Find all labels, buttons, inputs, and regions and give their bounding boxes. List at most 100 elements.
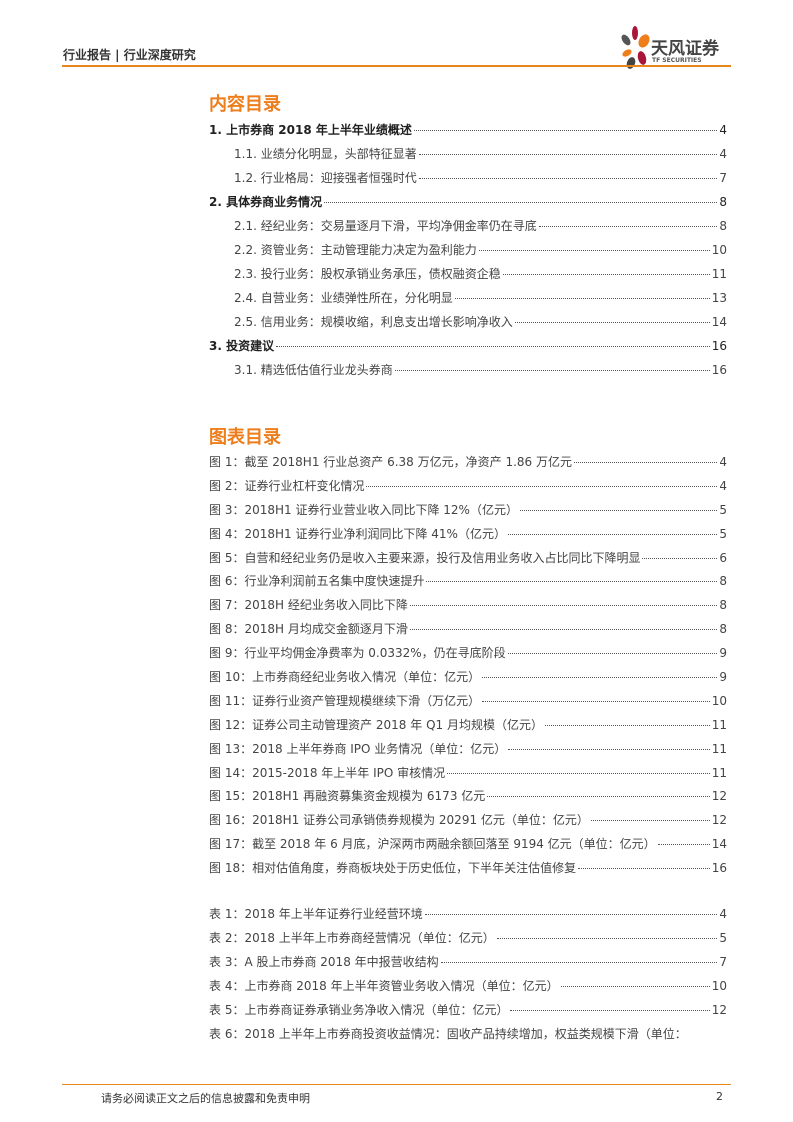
toc-entry[interactable]: 图 3：2018H1 证券行业营业收入同比下降 12%（亿元） 5 xyxy=(209,501,727,525)
dot-leader xyxy=(642,557,718,559)
dot-leader xyxy=(418,178,718,179)
toc-entry-page: 11 xyxy=(711,717,727,732)
toc-entry-page: 8 xyxy=(719,219,727,233)
dot-leader xyxy=(440,962,718,963)
toc-entry-page: 11 xyxy=(711,267,727,281)
toc-entry-page: 9 xyxy=(719,670,727,685)
toc-entry-page: 5 xyxy=(719,502,727,517)
toc-entry[interactable]: 图 8：2018H 月均成交金额逐月下滑 8 xyxy=(209,620,727,644)
toc-entry-title: 表 2：2018 上半年上市券商经营情况（单位：亿元） xyxy=(209,931,495,945)
toc-entry[interactable]: 2. 具体券商业务情况 8 xyxy=(209,193,727,217)
toc-entry[interactable]: 1.1. 业绩分化明显，头部特征显著 4 xyxy=(209,145,727,169)
toc-entry[interactable]: 1.2. 行业格局：迎接强者恒强时代 7 xyxy=(209,169,727,193)
logo-chinese-name: 天风证券 xyxy=(651,39,719,59)
toc-entry[interactable]: 表 4：上市券商 2018 年上半年资管业务收入情况（单位：亿元） 10 xyxy=(209,977,727,1001)
toc-entry-page: 8 xyxy=(719,195,727,209)
toc-entry-page: 4 xyxy=(719,455,727,469)
toc-entry[interactable]: 2.3. 投行业务：股权承销业务承压，债权融资企稳 11 xyxy=(209,265,727,289)
dot-leader xyxy=(276,346,710,347)
toc-entry-page: 6 xyxy=(719,550,727,565)
toc-entry-page: 4 xyxy=(719,907,727,921)
toc-entry[interactable]: 表 3：A 股上市券商 2018 年中报营收结构 7 xyxy=(209,953,727,977)
toc-entry-title: 图 12：证券公司主动管理资产 2018 年 Q1 月均规模（亿元） xyxy=(209,717,543,732)
toc-entry[interactable]: 表 1：2018 年上半年证券行业经营环境 4 xyxy=(209,905,727,929)
toc-entry[interactable]: 图 14：2015-2018 年上半年 IPO 审核情况 11 xyxy=(209,764,727,788)
toc-entry-title: 图 1：截至 2018H1 行业总资产 6.38 万亿元，净资产 1.86 万亿… xyxy=(209,455,572,469)
toc-entry-title: 图 17：截至 2018 年 6 月底，沪深两市两融余额回落至 9194 亿元（… xyxy=(209,837,656,852)
dot-leader xyxy=(478,250,710,251)
toc-entry-title: 表 5：上市券商证券承销业务净收入情况（单位：亿元） xyxy=(209,1003,509,1017)
dot-leader xyxy=(510,1010,710,1011)
toc-entry[interactable]: 图 15：2018H1 再融资募集资金规模为 6173 亿元 12 xyxy=(209,787,727,811)
toc-entry-title: 1.1. 业绩分化明显，头部特征显著 xyxy=(234,147,417,161)
toc-entry[interactable]: 图 7：2018H 经纪业务收入同比下降 8 xyxy=(209,596,727,620)
toc-entry-page: 16 xyxy=(711,339,727,353)
toc-entry[interactable]: 图 6：行业净利润前五名集中度快速提升 8 xyxy=(209,572,727,596)
toc-entry[interactable]: 表 6：2018 上半年上市券商投资收益情况：固收产品持续增加，权益类规模下滑（… xyxy=(209,1025,727,1049)
report-type-label: 行业报告 | 行业深度研究 xyxy=(63,48,196,62)
toc-entry[interactable]: 表 5：上市券商证券承销业务净收入情况（单位：亿元） 12 xyxy=(209,1001,727,1025)
toc-entry[interactable]: 图 13：2018 上半年券商 IPO 业务情况（单位：亿元） 11 xyxy=(209,740,727,764)
toc-entry[interactable]: 图 16：2018H1 证券公司承销债券规模为 20291 亿元（单位：亿元） 1… xyxy=(209,811,727,835)
dot-leader xyxy=(454,298,710,299)
toc-entry-title: 2.2. 资管业务：主动管理能力决定为盈利能力 xyxy=(234,243,477,257)
tf-securities-logo: 天风证券 TF SECURITIES xyxy=(618,26,733,70)
dot-leader xyxy=(657,844,710,846)
toc-entry-page: 12 xyxy=(711,789,727,804)
dot-leader xyxy=(578,868,710,870)
dot-leader xyxy=(514,322,710,323)
toc-entry-title: 1. 上市券商 2018 年上半年业绩概述 xyxy=(209,123,412,137)
dot-leader xyxy=(366,485,718,487)
toc-entry[interactable]: 图 17：截至 2018 年 6 月底，沪深两市两融余额回落至 9194 亿元（… xyxy=(209,835,727,859)
toc-entry-page: 4 xyxy=(719,147,727,161)
toc-entry[interactable]: 图 12：证券公司主动管理资产 2018 年 Q1 月均规模（亿元） 11 xyxy=(209,716,727,740)
dot-leader xyxy=(394,370,710,371)
dot-leader xyxy=(424,914,718,915)
toc-entry[interactable]: 图 2：证券行业杠杆变化情况 4 xyxy=(209,477,727,501)
disclaimer-text: 请务必阅读正文之后的信息披露和免责申明 xyxy=(101,1092,310,1105)
dot-leader xyxy=(560,986,710,987)
toc-entry-title: 表 3：A 股上市券商 2018 年中报营收结构 xyxy=(209,955,439,969)
dot-leader xyxy=(538,226,718,227)
toc-entry-title: 2. 具体券商业务情况 xyxy=(209,195,323,209)
dot-leader xyxy=(413,130,718,131)
toc-entry-title: 图 15：2018H1 再融资募集资金规模为 6173 亿元 xyxy=(209,789,486,804)
toc-entry-page: 16 xyxy=(711,363,727,377)
toc-entry[interactable]: 2.1. 经纪业务：交易量逐月下滑，平均净佣金率仍在寻底 8 xyxy=(209,217,727,241)
toc-entry-page: 8 xyxy=(719,598,727,613)
toc-entry-page: 10 xyxy=(711,243,727,257)
toc-entry[interactable]: 表 2：2018 上半年上市券商经营情况（单位：亿元） 5 xyxy=(209,929,727,953)
toc-entry[interactable]: 图 4：2018H1 证券行业净利润同比下降 41%（亿元） 5 xyxy=(209,525,727,549)
toc-entry-title: 表 1：2018 年上半年证券行业经营环境 xyxy=(209,907,423,921)
header-divider xyxy=(62,65,731,67)
toc-entry-title: 图 2：证券行业杠杆变化情况 xyxy=(209,478,365,493)
tables-list: 表 1：2018 年上半年证券行业经营环境 4 表 2：2018 上半年上市券商经营… xyxy=(209,905,727,1049)
dot-leader xyxy=(502,274,710,275)
toc-entry-page: 7 xyxy=(719,171,727,185)
toc-entry-title: 图 9：行业平均佣金净费率为 0.0332%，仍在寻底阶段 xyxy=(209,646,506,661)
toc-entry[interactable]: 图 11：证券行业资产管理规模继续下滑（万亿元） 10 xyxy=(209,692,727,716)
toc-entry[interactable]: 2.4. 自营业务：业绩弹性所在，分化明显 13 xyxy=(209,289,727,313)
toc-entry-page: 14 xyxy=(711,315,727,329)
toc-entry[interactable]: 图 5：自营和经纪业务仍是收入主要来源，投行及信用业务收入占比同比下降明显 6 xyxy=(209,549,727,573)
dot-leader xyxy=(590,820,710,822)
toc-entry[interactable]: 图 18：相对估值角度，券商板块处于历史低位，下半年关注估值修复 16 xyxy=(209,859,727,883)
dot-leader xyxy=(487,796,710,798)
toc-entry[interactable]: 图 9：行业平均佣金净费率为 0.0332%，仍在寻底阶段 9 xyxy=(209,644,727,668)
toc-entry[interactable]: 2.2. 资管业务：主动管理能力决定为盈利能力 10 xyxy=(209,241,727,265)
toc-entry[interactable]: 3.1. 精选低估值行业龙头券商 16 xyxy=(209,361,727,385)
toc-entry[interactable]: 1. 上市券商 2018 年上半年业绩概述 4 xyxy=(209,121,727,145)
toc-entry[interactable]: 图 10：上市券商经纪业务收入情况（单位：亿元） 9 xyxy=(209,668,727,692)
dot-leader xyxy=(447,772,710,774)
toc-entry-page: 4 xyxy=(719,123,727,137)
dot-leader xyxy=(482,677,718,679)
page-number: 2 xyxy=(716,1090,723,1103)
toc-entry[interactable]: 图 1：截至 2018H1 行业总资产 6.38 万亿元，净资产 1.86 万亿… xyxy=(209,453,727,477)
toc-entry[interactable]: 2.5. 信用业务：规模收缩，利息支出增长影响净收入 14 xyxy=(209,313,727,337)
dot-leader xyxy=(573,462,718,463)
toc-entry-title: 图 11：证券行业资产管理规模继续下滑（万亿元） xyxy=(209,693,481,708)
toc-entry-title: 2.4. 自营业务：业绩弹性所在，分化明显 xyxy=(234,291,453,305)
toc-entry-page: 14 xyxy=(711,837,727,852)
toc-entry[interactable]: 3. 投资建议 16 xyxy=(209,337,727,361)
figures-list: 图 1：截至 2018H1 行业总资产 6.38 万亿元，净资产 1.86 万亿… xyxy=(209,453,727,883)
